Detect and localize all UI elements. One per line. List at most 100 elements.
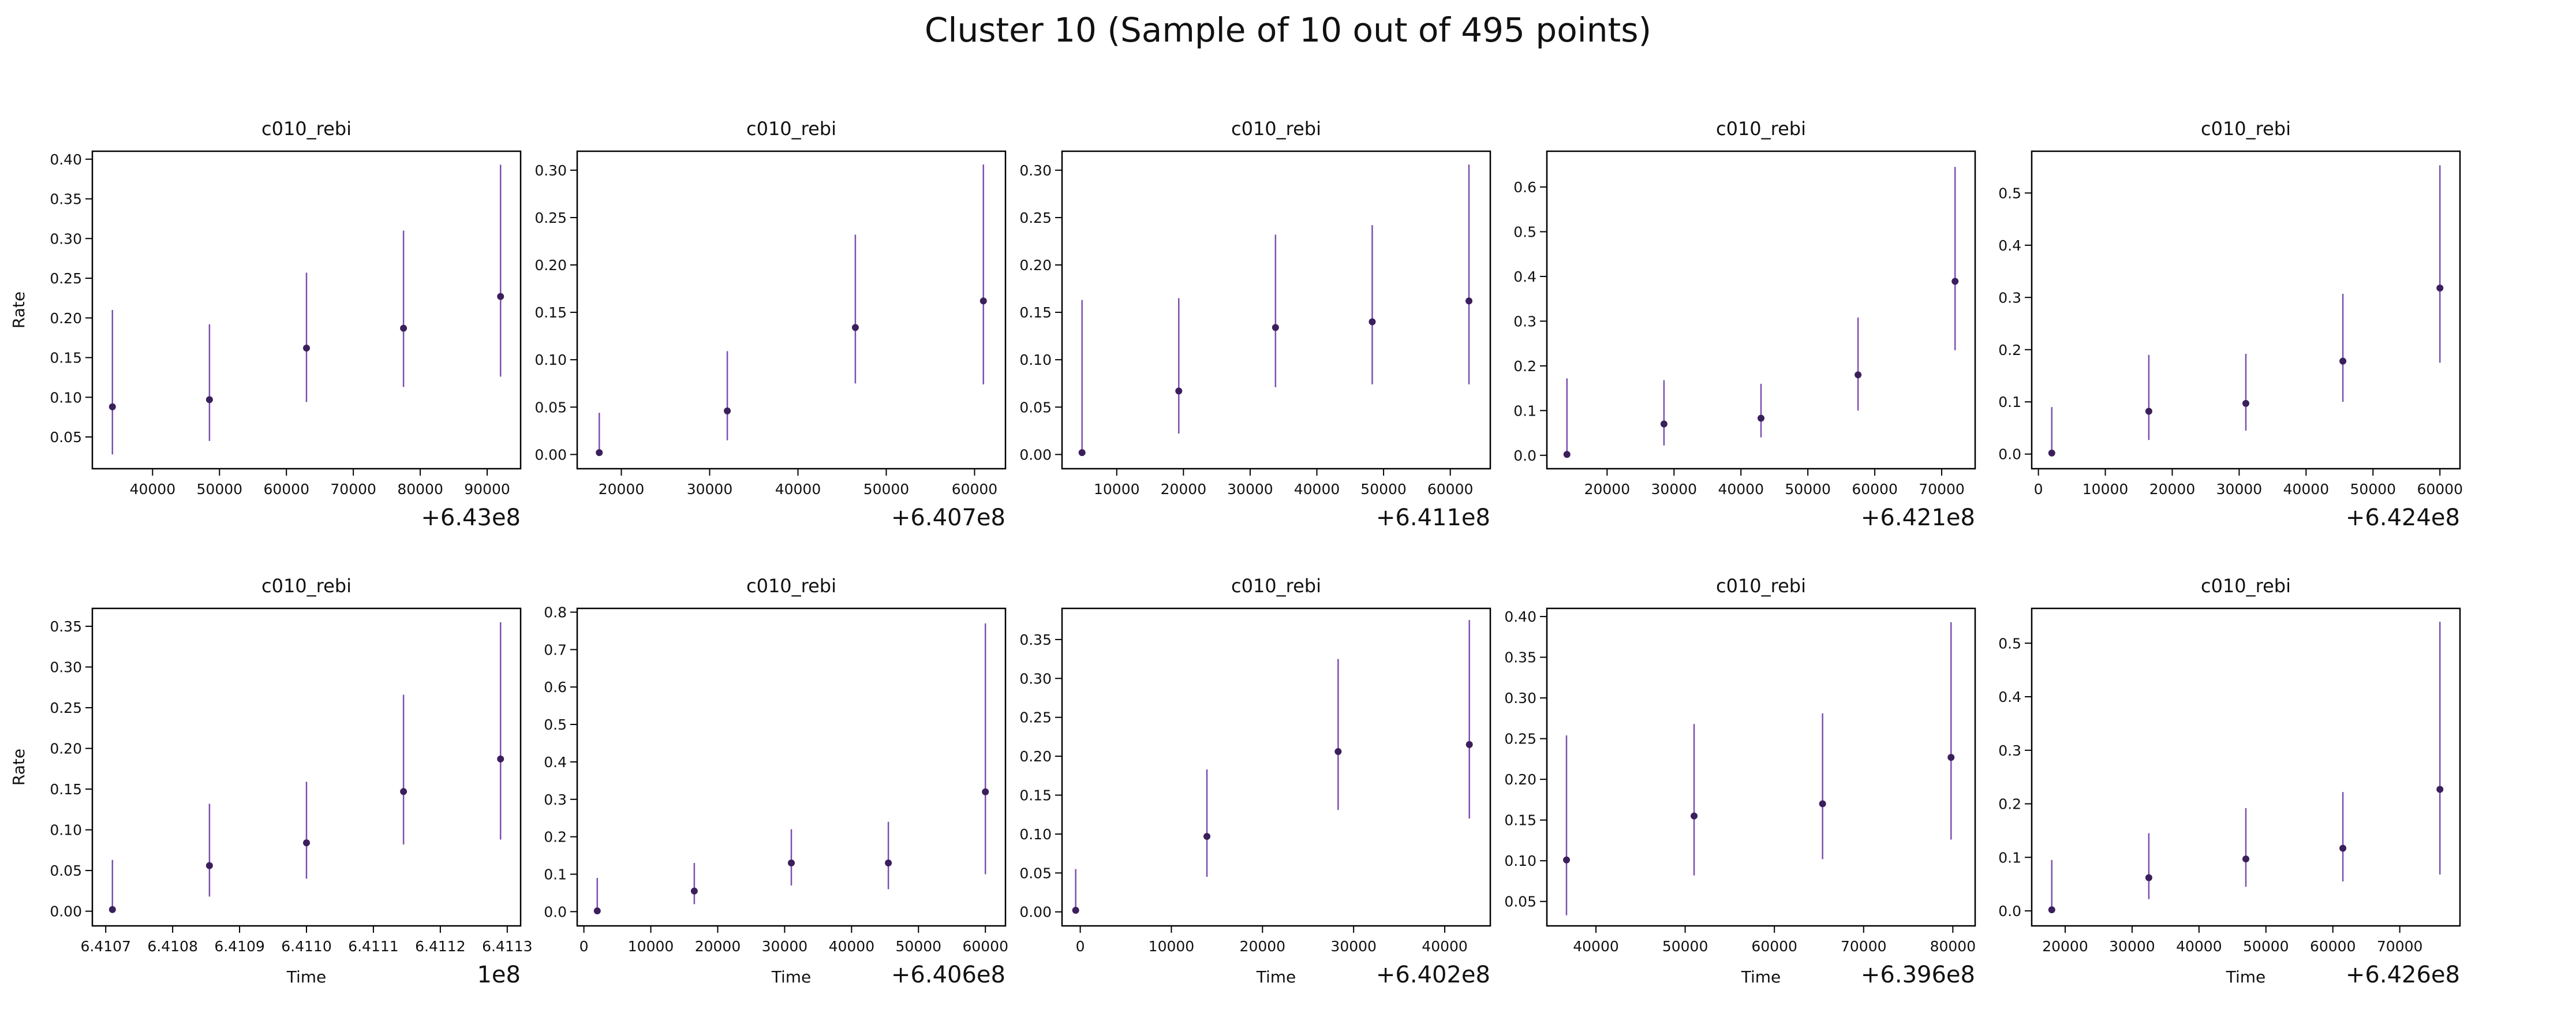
y-tick-label: 0.05 xyxy=(50,862,82,879)
subplot-2: c010_rebi 0.00 0.05 0.10 0.15 0.20 0.25 0.30 200… xyxy=(534,118,1007,531)
data-point xyxy=(1951,278,1959,285)
y-tick-label: 0.0 xyxy=(1513,447,1536,464)
subplot-title: c010_rebi xyxy=(746,575,836,597)
y-tick-label: 0.5 xyxy=(1513,223,1536,240)
y-tick-label: 0.35 xyxy=(1019,631,1052,648)
y-tick-label: 0.35 xyxy=(50,191,82,208)
y-tick-label: 0.00 xyxy=(1019,446,1052,463)
data-point xyxy=(1947,754,1955,761)
x-tick-label: 10000 xyxy=(1094,481,1140,498)
x-offset-label: +6.426e8 xyxy=(2346,962,2460,988)
data-point xyxy=(497,293,504,300)
data-point xyxy=(1203,832,1211,840)
y-tick-label: 0.0 xyxy=(544,903,567,920)
axes-frame xyxy=(1546,607,1976,927)
y-tick-label: 0.10 xyxy=(1019,826,1052,843)
subplot-6: c010_rebi 0.00 0.05 0.10 0.15 0.20 0.25 0.30 0.3… xyxy=(9,575,533,988)
data-point xyxy=(885,859,892,867)
y-tick-label: 0.2 xyxy=(1513,358,1536,375)
y-tick-label: 0.30 xyxy=(1019,162,1052,179)
x-tick-label: 60000 xyxy=(263,481,309,498)
y-tick-label: 0.05 xyxy=(1504,894,1536,910)
x-tick-label: 40000 xyxy=(2176,938,2222,955)
x-tick-label: 0 xyxy=(579,938,589,955)
y-tick-label: 0.1 xyxy=(1998,394,2021,410)
subplot-10: c010_rebi 0.0 0.1 0.2 0.3 0.4 0.5 20000 30000 400… xyxy=(1998,575,2461,988)
y-tick-label: 0.15 xyxy=(50,781,82,798)
x-tick-label: 80000 xyxy=(1930,938,1976,955)
y-tick-label: 0.1 xyxy=(1513,402,1536,419)
y-tick-label: 0.15 xyxy=(534,304,567,321)
x-tick-label: 0 xyxy=(2034,481,2043,498)
y-tick-label: 0.35 xyxy=(50,618,82,635)
data-point xyxy=(303,345,310,352)
y-tick-label: 0.05 xyxy=(50,429,82,446)
subplot-title: c010_rebi xyxy=(1231,118,1321,140)
x-tick-label: 6.4110 xyxy=(281,938,331,955)
y-tick-label: 0.05 xyxy=(1019,399,1052,416)
y-tick-label: 0.10 xyxy=(534,352,567,368)
data-point xyxy=(1563,856,1571,864)
x-axis-label: Time xyxy=(1256,967,1296,986)
data-point xyxy=(1819,800,1826,808)
data-point xyxy=(497,755,504,763)
x-tick-label: 50000 xyxy=(863,481,910,498)
x-tick-label: 6.4111 xyxy=(348,938,398,955)
y-tick-label: 0.2 xyxy=(1998,796,2021,813)
y-tick-label: 0.10 xyxy=(50,822,82,839)
subplot-title: c010_rebi xyxy=(1716,575,1806,597)
y-tick-label: 0.4 xyxy=(1998,689,2021,705)
y-tick-label: 0.30 xyxy=(50,659,82,676)
x-offset-label: +6.406e8 xyxy=(891,962,1005,988)
y-tick-label: 0.30 xyxy=(50,230,82,247)
data-point xyxy=(982,788,989,795)
y-tick-label: 0.5 xyxy=(1998,635,2021,652)
x-tick-label: 40000 xyxy=(2283,481,2330,498)
x-tick-label: 6.4107 xyxy=(80,938,130,955)
subplot-3: c010_rebi 0.00 0.05 0.10 0.15 0.20 0.25 0.30 100… xyxy=(1019,118,1491,531)
data-point xyxy=(2145,408,2152,415)
axes-frame xyxy=(91,150,522,470)
figure-title: Cluster 10 (Sample of 10 out of 495 poin… xyxy=(924,10,1652,50)
data-point xyxy=(303,839,310,847)
y-tick-label: 0.10 xyxy=(50,389,82,406)
data-point xyxy=(593,907,601,915)
x-tick-label: 0 xyxy=(1076,938,1085,955)
y-tick-label: 0.30 xyxy=(1504,690,1536,707)
data-point xyxy=(1272,324,1279,331)
x-tick-label: 10000 xyxy=(628,938,674,955)
x-tick-label: 40000 xyxy=(1422,938,1468,955)
x-offset-label: +6.43e8 xyxy=(421,504,521,531)
y-tick-label: 0.25 xyxy=(1504,731,1536,748)
data-point xyxy=(2145,874,2152,881)
x-tick-label: 60000 xyxy=(2417,481,2463,498)
y-tick-label: 0.25 xyxy=(1019,709,1052,726)
y-tick-label: 0.6 xyxy=(544,679,567,696)
x-tick-label: 40000 xyxy=(1573,938,1619,955)
data-point xyxy=(109,906,116,913)
x-tick-label: 40000 xyxy=(775,481,821,498)
x-offset-label: 1e8 xyxy=(477,962,521,988)
subplot-1: c010_rebi 0.05 0.10 0.15 0.20 0.25 0.30 0.35 0.4… xyxy=(9,118,522,531)
x-tick-label: 20000 xyxy=(1240,938,1286,955)
subplot-title: c010_rebi xyxy=(261,575,352,597)
x-axis-label: Time xyxy=(771,967,812,986)
axes-frame xyxy=(1546,150,1976,470)
subplot-5: c010_rebi 0.0 0.1 0.2 0.3 0.4 0.5 0 10000 20000 30… xyxy=(1998,118,2463,531)
y-tick-label: 0.00 xyxy=(1019,904,1052,921)
y-tick-label: 0.4 xyxy=(1513,268,1536,285)
y-tick-label: 0.10 xyxy=(1019,352,1052,368)
y-tick-label: 0.25 xyxy=(50,270,82,287)
y-tick-label: 0.10 xyxy=(1504,853,1536,869)
data-point xyxy=(1855,371,1862,379)
y-tick-label: 0.5 xyxy=(544,716,567,733)
x-offset-label: +6.421e8 xyxy=(1861,504,1975,531)
data-point xyxy=(2339,844,2347,852)
x-tick-label: 20000 xyxy=(1161,481,1207,498)
x-tick-label: 6.4112 xyxy=(415,938,465,955)
x-offset-label: +6.402e8 xyxy=(1376,962,1490,988)
y-tick-label: 0.15 xyxy=(1504,812,1536,829)
y-tick-label: 0.15 xyxy=(1019,304,1052,321)
x-axis-label: Time xyxy=(286,967,327,986)
